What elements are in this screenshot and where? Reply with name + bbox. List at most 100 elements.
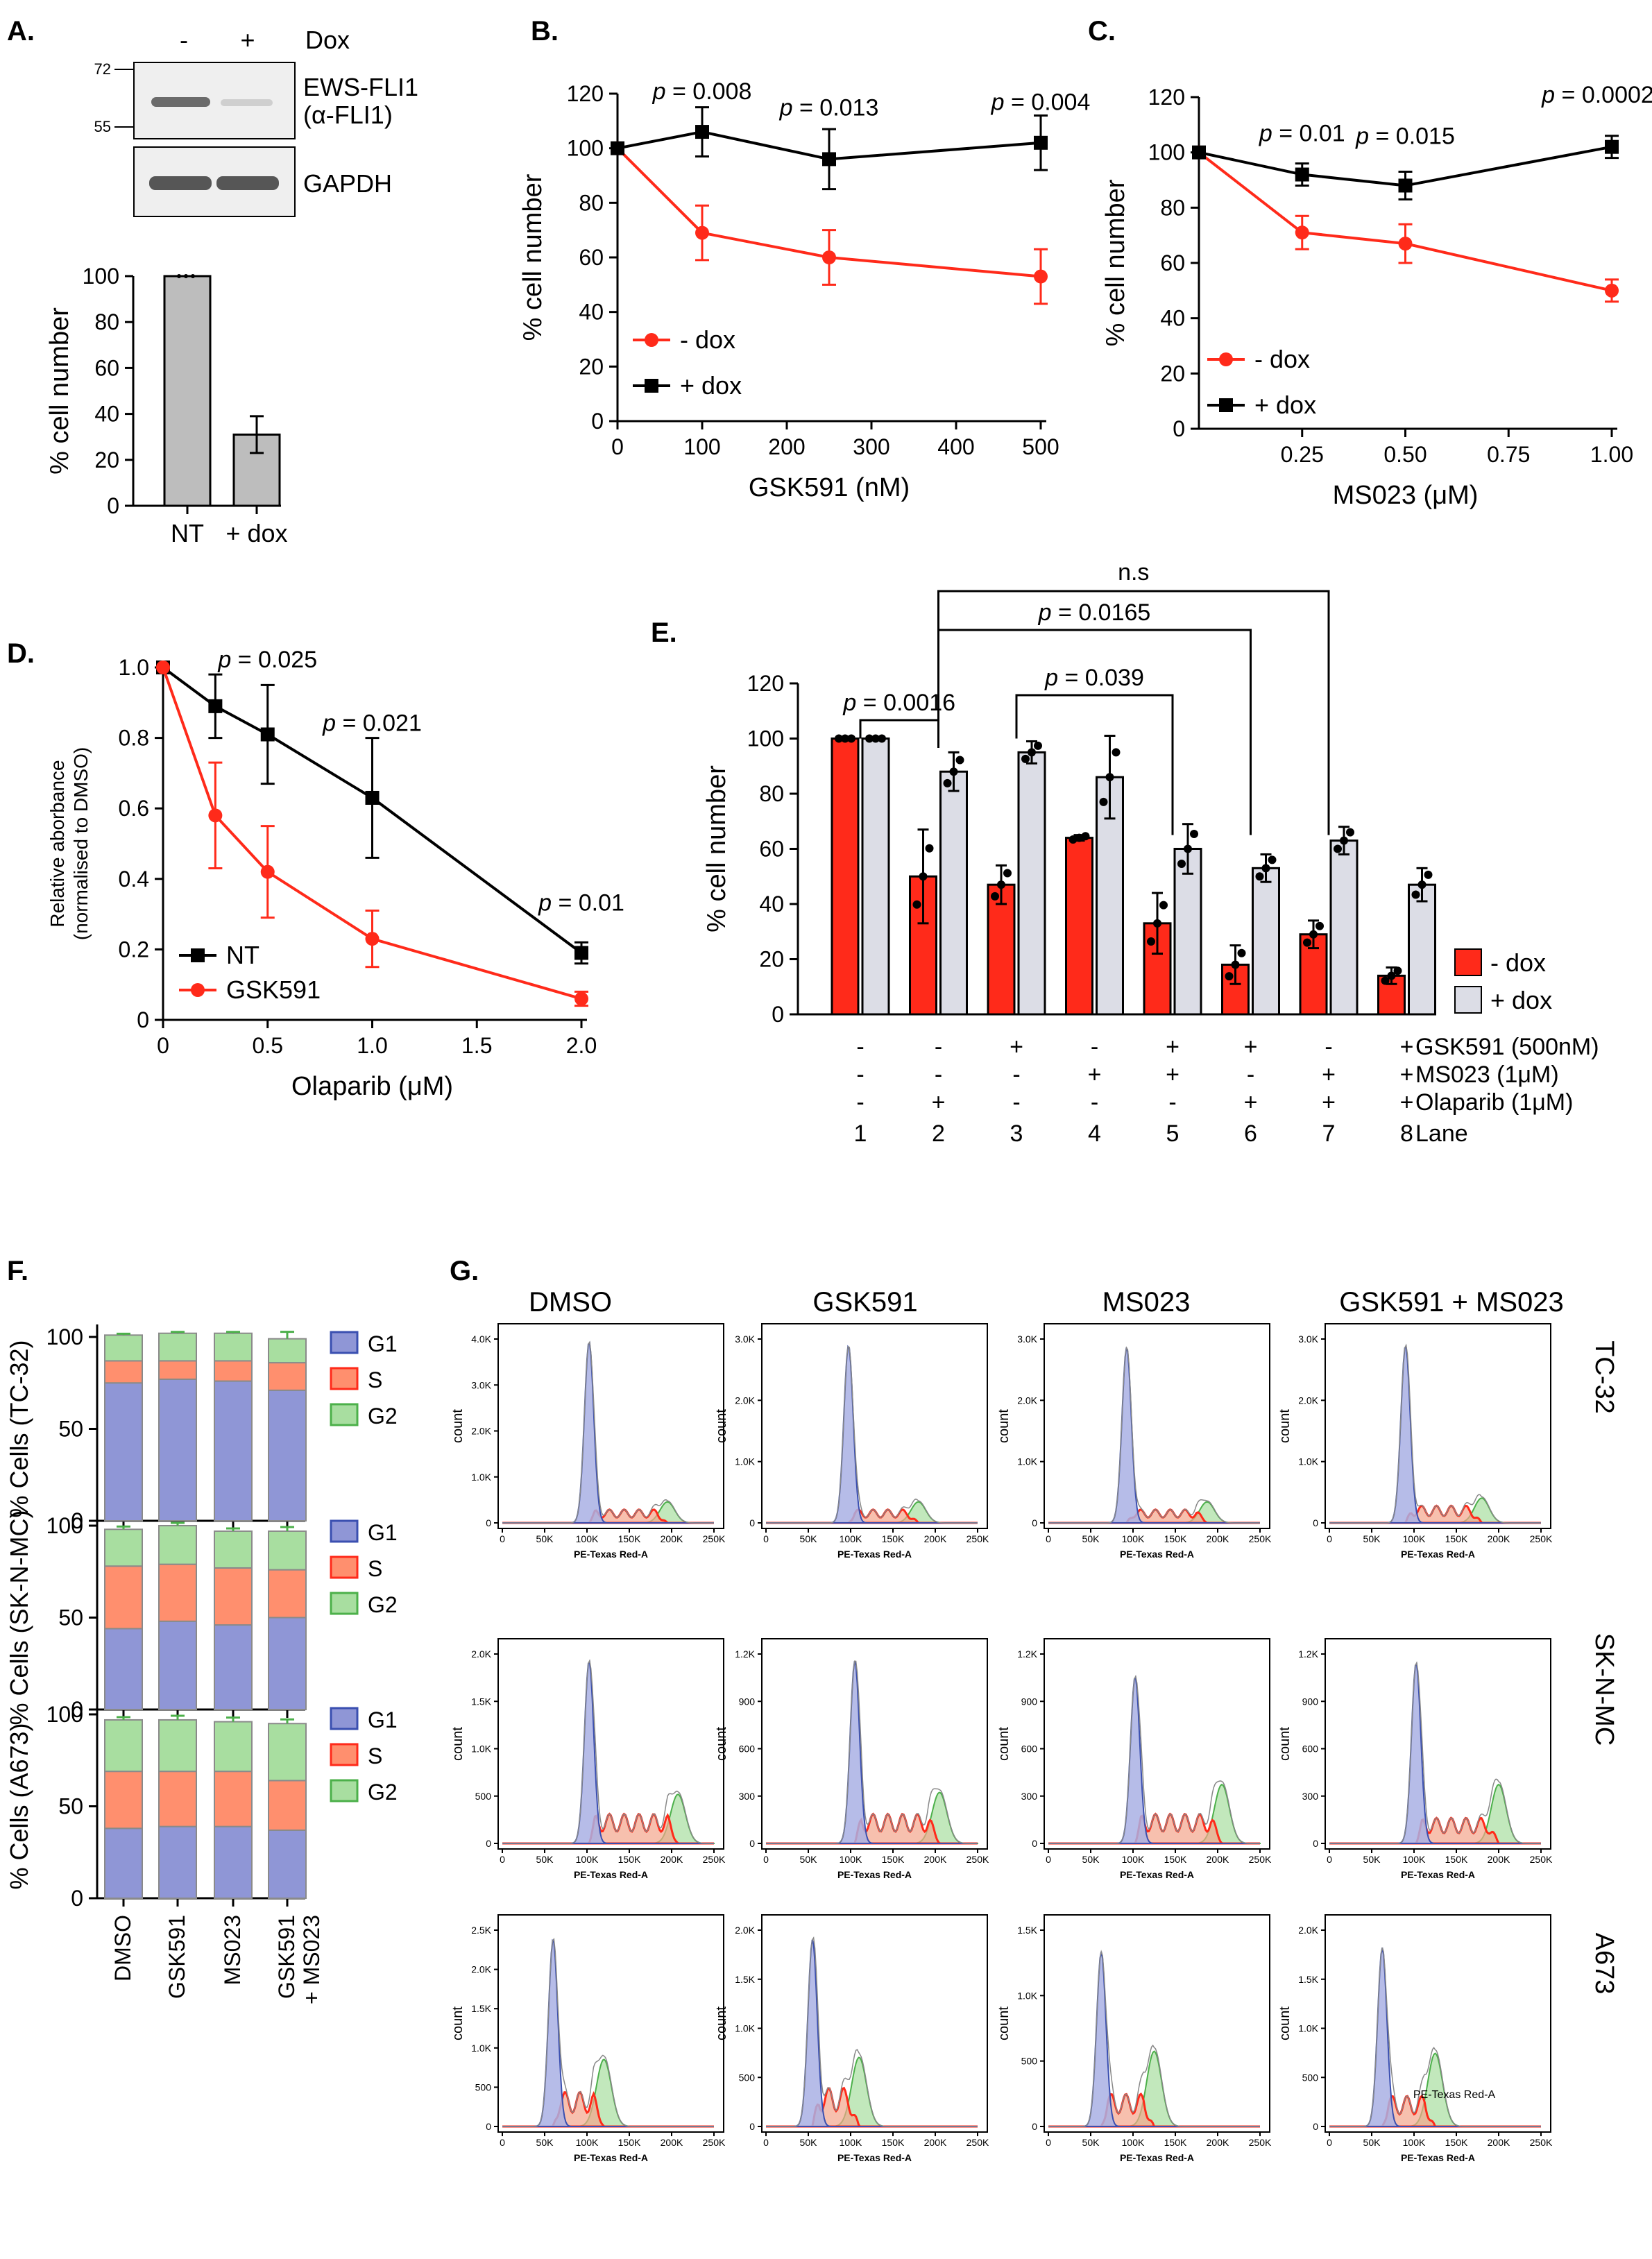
- g-r2c1-xtick-label-1: 50K: [800, 2137, 818, 2148]
- b-ytick-label-0: 0: [591, 409, 604, 434]
- g-r2c0-xlabel: PE-Texas Red-A: [574, 2152, 648, 2163]
- g-r2c1-xtick-label-3: 150K: [882, 2137, 905, 2148]
- d-xtick-label-3: 1.5: [461, 1033, 492, 1058]
- g-r0c1-xlabel: PE-Texas Red-A: [837, 1549, 912, 1560]
- f0-legend-label-1: S: [368, 1367, 382, 1392]
- e-treat-2-2: -: [1012, 1089, 1020, 1116]
- f2-bar-G2-2: [214, 1721, 253, 1773]
- g-r1c2-xtick-label-5: 250K: [1249, 1854, 1272, 1865]
- g-r2c2-total-line: [1048, 1950, 1260, 2127]
- b-xtick-label-4: 400: [937, 434, 974, 459]
- g-r1c1-frame: [761, 1638, 988, 1850]
- e-dot-0-6-2: [1315, 921, 1324, 930]
- f2-ytick-label-0: 0: [71, 1886, 83, 1911]
- d-pvalue-0: p = 0.025: [217, 647, 317, 673]
- a-category-1: + dox: [225, 519, 287, 547]
- f0-bar-G2-2: [214, 1332, 253, 1362]
- g-r0c2-xtick-label-0: 0: [1046, 1533, 1051, 1544]
- d-ytick-label-2: 0.4: [119, 867, 149, 892]
- g-r0c0-ylabel: count: [450, 1409, 466, 1443]
- c-s1-point-3: [1605, 139, 1619, 154]
- g-r2c1-ytick-label-0: 0: [749, 2121, 755, 2132]
- panel-label-d: D.: [7, 638, 35, 669]
- f1-bar-G2-3: [268, 1530, 307, 1571]
- e-treat-1-4: +: [1166, 1062, 1180, 1088]
- g-r2c0-ytick-label-0: 0: [486, 2121, 491, 2132]
- e-bar-0-0: [831, 738, 860, 1016]
- e-dot-0-4-1: [1153, 919, 1161, 928]
- d-s1-point-2: [260, 864, 275, 879]
- e-bar-0-2: [987, 883, 1016, 1016]
- panel-label-e: E.: [651, 617, 677, 648]
- e-treat-3-7: 8: [1400, 1120, 1413, 1147]
- b-series-1-line: [617, 130, 1041, 161]
- chart-g: DMSO GSK591 MS023 GSK591 + MS023 TC-32 SK-N-M…: [450, 1287, 1619, 2163]
- g-r0c0-xtick-label-3: 150K: [618, 1533, 641, 1544]
- f0-ytick-label-1: 50: [58, 1417, 83, 1442]
- e-dot-1-7-2: [1424, 870, 1433, 879]
- f-category-3-1: + MS023: [299, 1915, 324, 2004]
- g-r2c1-xtick-label-2: 100K: [840, 2137, 862, 2148]
- e-bracket-label-3: n.s: [1118, 559, 1149, 586]
- e-dot-0-3-2: [1081, 832, 1090, 841]
- e-treat-1-6: +: [1322, 1062, 1336, 1088]
- c-s1-point-1: [1295, 167, 1309, 182]
- g-r0c3-frame: [1325, 1323, 1551, 1529]
- f1-bar-S-2: [214, 1567, 253, 1626]
- d-s1-point-1: [208, 808, 223, 823]
- a-ylabel: % cell number: [45, 307, 74, 475]
- f0-legend-swatch-0: [330, 1331, 359, 1354]
- g-r1c2-xtick-label-3: 150K: [1164, 1854, 1187, 1865]
- f1-bar-G2-0: [104, 1528, 143, 1567]
- f2-legend-swatch-2: [330, 1779, 359, 1802]
- panel-label-c: C.: [1088, 16, 1116, 46]
- g-r0c2-ytick-label-3: 3.0K: [1017, 1333, 1037, 1345]
- g-r0c0-total-line: [502, 1340, 714, 1524]
- e-treat-3-4: 5: [1166, 1120, 1180, 1147]
- band-label-gapdh: GAPDH: [303, 169, 392, 198]
- e-bar-1-0: [861, 738, 890, 1016]
- e-treat-3-0: 1: [854, 1120, 867, 1147]
- g-r2c1-xtick-label-0: 0: [763, 2137, 769, 2148]
- g-r0c2-frame: [1044, 1323, 1270, 1529]
- g-r1c2-xlabel: PE-Texas Red-A: [1120, 1869, 1194, 1880]
- g-r0c3-xtick-label-0: 0: [1327, 1533, 1332, 1544]
- g-r1c0-xtick-label-5: 250K: [703, 1854, 726, 1865]
- g-r1c0-ytick-label-4: 2.0K: [471, 1648, 491, 1660]
- c-s1-point-0: [1192, 145, 1206, 160]
- e-bar-1-6: [1329, 839, 1359, 1016]
- g-r0c2-ytick-label-2: 2.0K: [1017, 1395, 1037, 1406]
- e-treat-0-7: +: [1400, 1034, 1414, 1060]
- e-treat-2-0: -: [856, 1089, 864, 1116]
- g-r2c2-xtick-label-2: 100K: [1122, 2137, 1145, 2148]
- e-treat-1-0: -: [856, 1062, 864, 1088]
- g-r0c1-ytick-label-0: 0: [749, 1517, 755, 1528]
- g-r2c3-xtick-label-3: 150K: [1445, 2137, 1468, 2148]
- g-r0c2-g1-area: [1048, 1347, 1260, 1524]
- band-gapdh-minus: [149, 176, 212, 190]
- g-r2c0-frame: [497, 1914, 724, 2133]
- c-s0-point-3: [1605, 283, 1619, 298]
- g-r2c0-ytick-label-1: 500: [475, 2081, 492, 2092]
- e-dot-1-1-2: [955, 756, 964, 765]
- e-dot-1-2-1: [1028, 748, 1036, 757]
- d-xtick-label-0: 0: [157, 1033, 169, 1058]
- g-r2c1-xtick-label-4: 200K: [924, 2137, 947, 2148]
- b-ytick-label-3: 60: [579, 245, 604, 270]
- e-dot-1-2-0: [1021, 754, 1030, 763]
- c-series-1-line: [1198, 145, 1612, 187]
- g-r1c2-xtick-label-0: 0: [1046, 1854, 1051, 1865]
- e-dot-0-0-0: [835, 734, 843, 743]
- e-dot-1-4-1: [1184, 844, 1192, 853]
- g-r0c2-xtick-label-3: 150K: [1164, 1533, 1187, 1544]
- d-s0-point-3: [365, 790, 380, 805]
- e-dot-0-7-1: [1387, 971, 1396, 980]
- c-legend-marker-0: [1219, 352, 1233, 366]
- e-ylabel: % cell number: [702, 765, 731, 932]
- e-treat-2-1: +: [932, 1089, 946, 1116]
- g-r2c3-xtick-label-0: 0: [1327, 2137, 1332, 2148]
- g-r1c1-xtick-label-1: 50K: [800, 1854, 818, 1865]
- b-ytick-label-2: 40: [579, 300, 604, 325]
- e-treat-3-2: 3: [1010, 1120, 1023, 1147]
- d-s0-point-1: [208, 699, 223, 713]
